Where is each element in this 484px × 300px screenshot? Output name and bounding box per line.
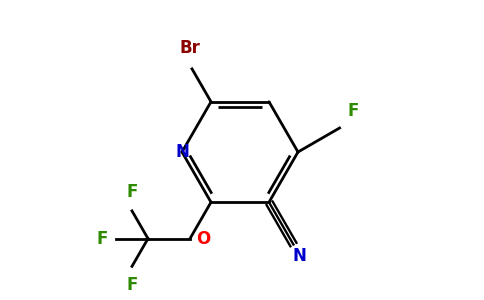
- Text: Br: Br: [180, 39, 200, 57]
- Text: F: F: [348, 102, 359, 120]
- Text: F: F: [97, 230, 108, 247]
- Text: O: O: [196, 230, 210, 247]
- Text: N: N: [175, 143, 189, 161]
- Text: F: F: [126, 276, 137, 294]
- Text: F: F: [126, 183, 137, 201]
- Text: N: N: [292, 247, 306, 265]
